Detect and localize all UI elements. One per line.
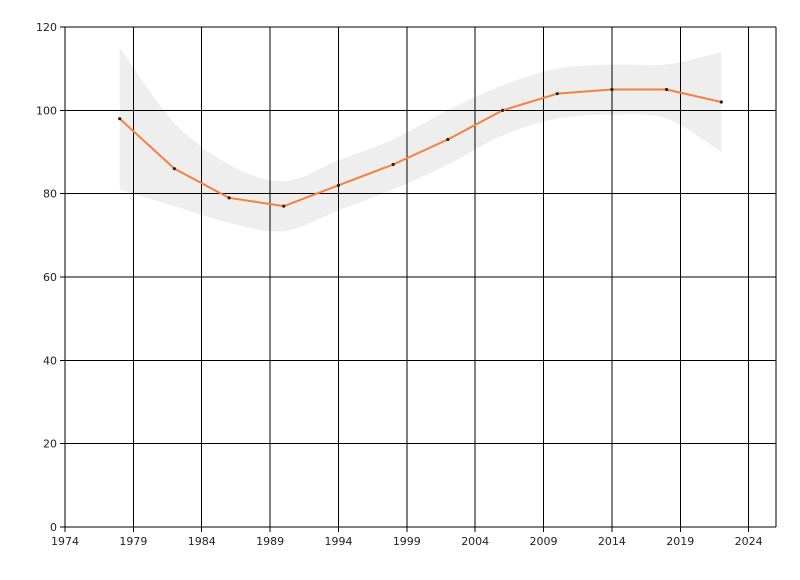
data-point-2006	[500, 108, 505, 112]
data-point-2014	[610, 87, 614, 92]
confidence-band-layer	[119, 47, 722, 232]
data-point-1994	[336, 183, 341, 187]
data-point-2018	[665, 87, 669, 92]
y-tick-label-60: 60	[43, 271, 57, 284]
data-point-1982	[172, 167, 176, 171]
x-tick-label-2024: 2024	[735, 535, 763, 548]
x-tick-label-2004: 2004	[461, 535, 489, 548]
x-tick-label-1974: 1974	[51, 535, 79, 548]
tick-label-layer: 0 20 40 60 80 100 120 1974 1979 1984 1989 1994 1999 2…	[36, 21, 763, 548]
y-tick-label-20: 20	[43, 438, 57, 451]
x-tick-label-1999: 1999	[393, 535, 421, 548]
data-point-1978	[118, 117, 122, 121]
x-tick-label-2019: 2019	[666, 535, 694, 548]
data-point-2022	[719, 100, 723, 104]
axis-layer	[60, 26, 776, 532]
data-point-1990	[282, 204, 286, 208]
y-tick-label-80: 80	[43, 188, 57, 201]
y-tick-label-0: 0	[50, 521, 57, 534]
data-point-2002	[446, 137, 450, 142]
x-tick-label-1989: 1989	[256, 535, 284, 548]
x-tick-label-2009: 2009	[530, 535, 558, 548]
grid-layer	[65, 26, 777, 527]
y-tick-label-100: 100	[36, 104, 57, 117]
data-point-2010	[555, 92, 559, 96]
x-tick-label-1984: 1984	[188, 535, 216, 548]
x-tick-label-1994: 1994	[324, 535, 352, 548]
series-layer	[118, 87, 723, 208]
confidence-band	[119, 47, 722, 232]
data-point-1998	[391, 162, 395, 167]
y-tick-label-120: 120	[36, 21, 57, 34]
y-tick-label-40: 40	[43, 354, 57, 367]
series-line-0	[119, 88, 722, 208]
x-tick-label-2014: 2014	[598, 535, 626, 548]
data-point-1986	[227, 196, 231, 200]
x-tick-label-1979: 1979	[119, 535, 147, 548]
